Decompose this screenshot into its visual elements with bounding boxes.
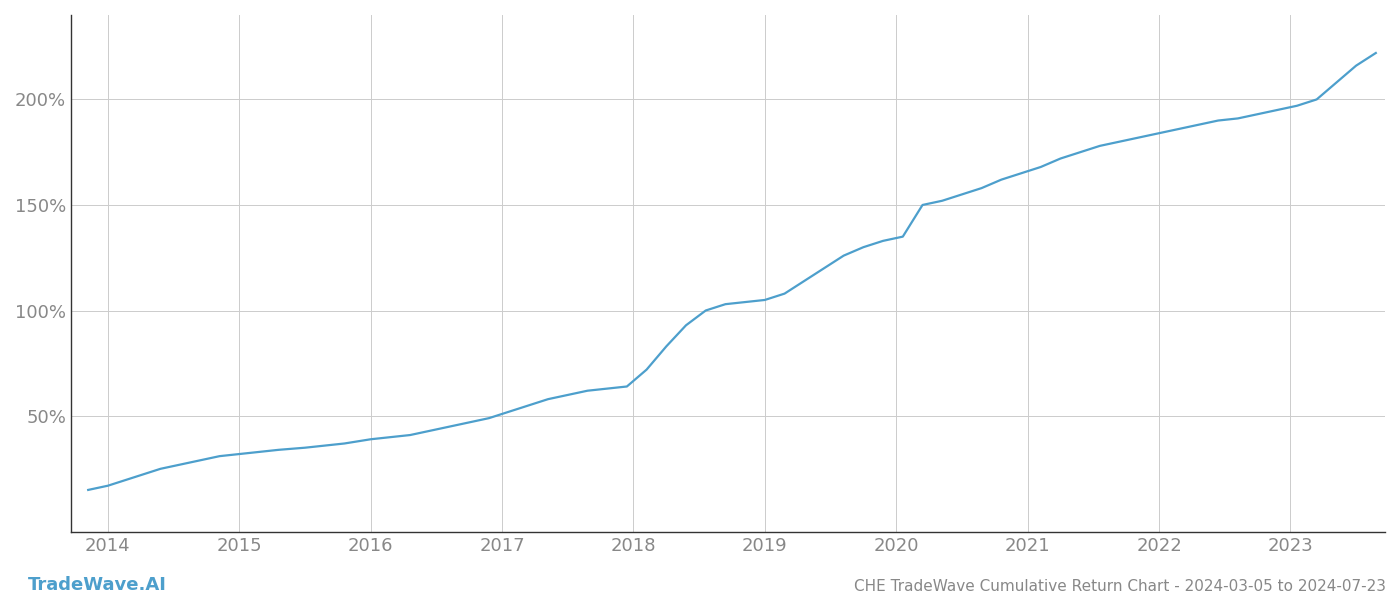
Text: TradeWave.AI: TradeWave.AI (28, 576, 167, 594)
Text: CHE TradeWave Cumulative Return Chart - 2024-03-05 to 2024-07-23: CHE TradeWave Cumulative Return Chart - … (854, 579, 1386, 594)
